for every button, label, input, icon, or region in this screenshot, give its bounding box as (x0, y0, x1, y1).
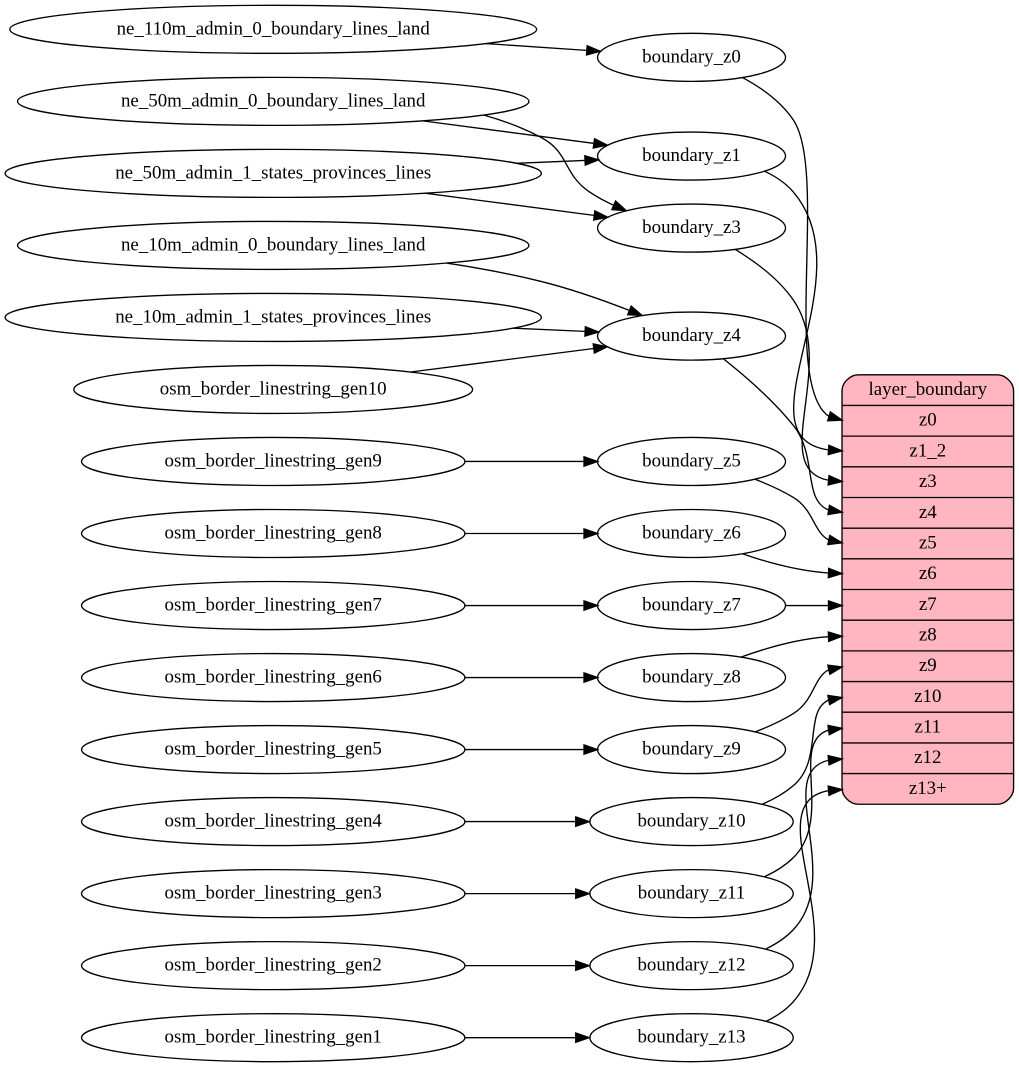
svg-text:osm_border_linestring_gen10: osm_border_linestring_gen10 (160, 378, 387, 399)
svg-text:osm_border_linestring_gen9: osm_border_linestring_gen9 (165, 451, 382, 472)
svg-text:z1_2: z1_2 (909, 441, 946, 462)
svg-text:osm_border_linestring_gen5: osm_border_linestring_gen5 (165, 739, 382, 760)
svg-text:z10: z10 (914, 686, 941, 707)
svg-text:z9: z9 (919, 655, 937, 676)
svg-text:osm_border_linestring_gen4: osm_border_linestring_gen4 (165, 811, 383, 832)
svg-text:z0: z0 (919, 410, 937, 431)
svg-text:ne_110m_admin_0_boundary_lines: ne_110m_admin_0_boundary_lines_land (117, 18, 431, 39)
svg-text:boundary_z5: boundary_z5 (642, 451, 741, 472)
svg-text:osm_border_linestring_gen3: osm_border_linestring_gen3 (165, 883, 382, 904)
svg-text:z4: z4 (919, 502, 937, 523)
svg-text:z5: z5 (919, 533, 937, 554)
svg-text:boundary_z11: boundary_z11 (638, 883, 745, 904)
svg-text:boundary_z8: boundary_z8 (642, 667, 741, 688)
svg-text:z13+: z13+ (909, 778, 947, 799)
svg-text:ne_10m_admin_1_states_province: ne_10m_admin_1_states_provinces_lines (115, 306, 431, 327)
svg-text:z3: z3 (919, 471, 937, 492)
svg-text:ne_50m_admin_0_boundary_lines_: ne_50m_admin_0_boundary_lines_land (121, 90, 426, 111)
svg-text:z8: z8 (919, 625, 937, 646)
svg-text:layer_boundary: layer_boundary (868, 379, 987, 400)
svg-text:z6: z6 (919, 563, 937, 584)
svg-text:osm_border_linestring_gen1: osm_border_linestring_gen1 (165, 1027, 382, 1048)
svg-text:boundary_z13: boundary_z13 (637, 1027, 745, 1048)
svg-text:ne_10m_admin_0_boundary_lines_: ne_10m_admin_0_boundary_lines_land (121, 234, 426, 255)
svg-text:osm_border_linestring_gen2: osm_border_linestring_gen2 (165, 955, 382, 976)
svg-text:z7: z7 (919, 594, 937, 615)
svg-text:boundary_z3: boundary_z3 (642, 217, 741, 238)
svg-text:osm_border_linestring_gen6: osm_border_linestring_gen6 (165, 667, 382, 688)
svg-text:ne_50m_admin_1_states_province: ne_50m_admin_1_states_provinces_lines (115, 162, 431, 183)
svg-text:z11: z11 (915, 717, 942, 738)
svg-text:boundary_z9: boundary_z9 (642, 739, 741, 760)
svg-text:boundary_z7: boundary_z7 (642, 595, 741, 616)
svg-text:boundary_z4: boundary_z4 (642, 325, 741, 346)
svg-text:boundary_z0: boundary_z0 (642, 46, 741, 67)
svg-text:boundary_z1: boundary_z1 (642, 145, 741, 166)
svg-text:boundary_z6: boundary_z6 (642, 523, 741, 544)
svg-text:boundary_z10: boundary_z10 (637, 811, 745, 832)
svg-text:boundary_z12: boundary_z12 (637, 955, 745, 976)
svg-text:osm_border_linestring_gen8: osm_border_linestring_gen8 (165, 523, 382, 544)
svg-text:z12: z12 (914, 747, 941, 768)
svg-text:osm_border_linestring_gen7: osm_border_linestring_gen7 (165, 595, 382, 616)
